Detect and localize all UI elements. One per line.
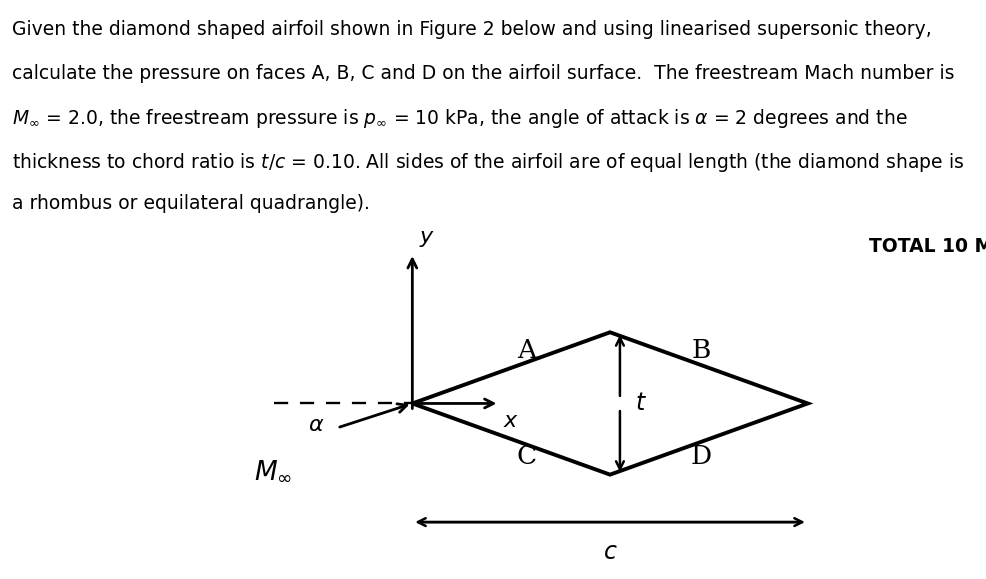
Text: a rhombus or equilateral quadrangle).: a rhombus or equilateral quadrangle).: [12, 194, 370, 213]
Text: $M_\infty$ = 2.0, the freestream pressure is $p_\infty$ = 10 kPa, the angle of a: $M_\infty$ = 2.0, the freestream pressur…: [12, 107, 906, 130]
Text: Given the diamond shaped airfoil shown in Figure 2 below and using linearised su: Given the diamond shaped airfoil shown i…: [12, 20, 931, 39]
Text: $x$: $x$: [503, 411, 519, 431]
Text: C: C: [517, 444, 536, 470]
Text: $\alpha$: $\alpha$: [308, 415, 323, 435]
Text: $c$: $c$: [602, 540, 617, 564]
Text: TOTAL 10 MARKS: TOTAL 10 MARKS: [868, 237, 986, 256]
Text: $y$: $y$: [419, 229, 435, 249]
Text: calculate the pressure on faces A, B, C and D on the airfoil surface.  The frees: calculate the pressure on faces A, B, C …: [12, 64, 953, 83]
Text: $t$: $t$: [634, 391, 646, 416]
Text: thickness to chord ratio is $t/c$ = 0.10. All sides of the airfoil are of equal : thickness to chord ratio is $t/c$ = 0.10…: [12, 151, 963, 174]
Text: $M_\infty$: $M_\infty$: [254, 459, 292, 485]
Text: A: A: [517, 338, 536, 362]
Text: D: D: [690, 444, 711, 470]
Text: B: B: [690, 338, 710, 362]
